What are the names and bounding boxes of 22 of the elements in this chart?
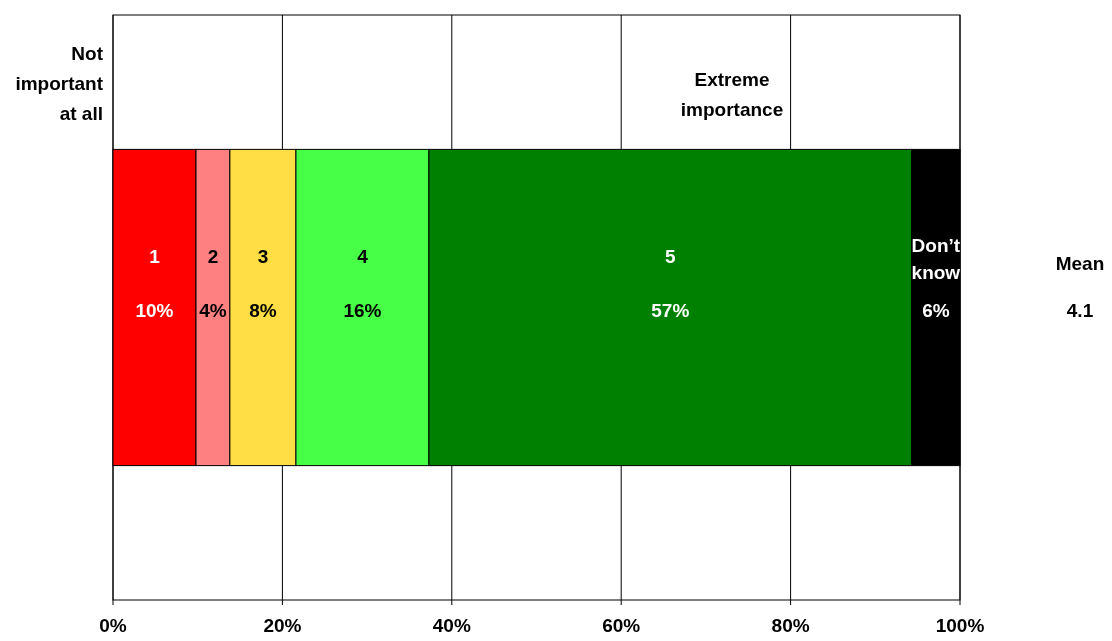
series-label: 5 — [665, 246, 677, 268]
x-tick-label: 0% — [99, 615, 127, 636]
annotation: Extreme importance — [680, 69, 784, 120]
text: Not important at all — [15, 43, 104, 124]
text: 4.1 — [1066, 300, 1094, 321]
x-tick-label: 40% — [432, 615, 471, 636]
x-tick-label: 80% — [771, 615, 810, 636]
data-label: 4% — [199, 299, 227, 321]
data-label: 10% — [135, 299, 174, 321]
series-label: Don’t know — [911, 235, 961, 284]
data-label: 16% — [343, 299, 382, 321]
data-label: 57% — [651, 299, 690, 321]
series-label: 1 — [149, 246, 161, 268]
x-tick-label: 100% — [935, 615, 985, 636]
data-label: 6% — [922, 299, 950, 321]
text: Mean — [1055, 253, 1105, 274]
series-label: 3 — [257, 246, 269, 268]
x-tick-label: 60% — [602, 615, 641, 636]
series-label: 4 — [357, 246, 369, 268]
series-label: 2 — [207, 246, 219, 268]
data-label: 8% — [249, 299, 277, 321]
x-tick-label: 20% — [263, 615, 302, 636]
